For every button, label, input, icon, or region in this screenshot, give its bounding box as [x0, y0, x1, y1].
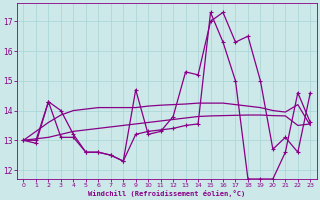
X-axis label: Windchill (Refroidissement éolien,°C): Windchill (Refroidissement éolien,°C) [88, 190, 245, 197]
